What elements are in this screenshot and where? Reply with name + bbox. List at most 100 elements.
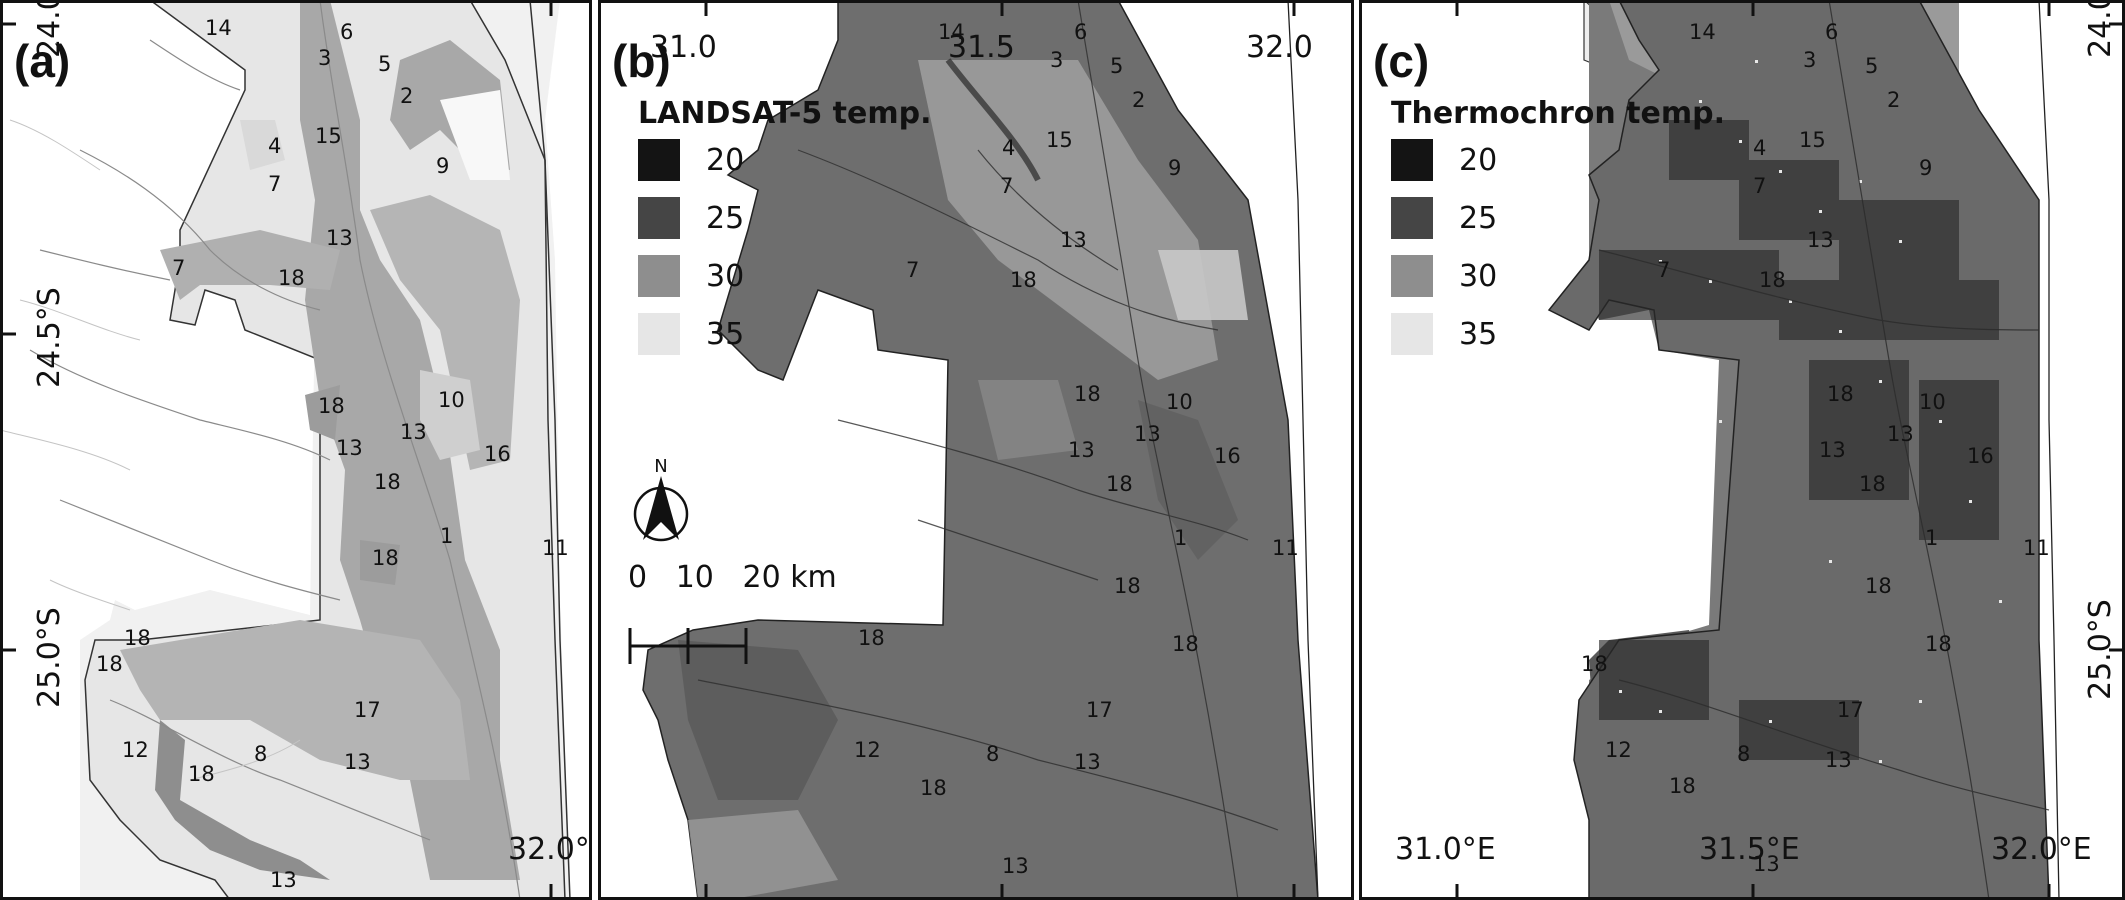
zone-label: 5	[378, 52, 392, 76]
zone-label: 16	[1214, 444, 1241, 468]
zone-label: 18	[96, 652, 123, 676]
zone-label: 18	[1925, 632, 1952, 656]
panel-c: 14 3 6 5 2 4 15 7 9 13 7 18 18 10 13 13 …	[1359, 0, 2125, 900]
zone-label: 9	[436, 154, 450, 178]
legend-value: 35	[1459, 316, 1498, 352]
zone-label: 18	[1865, 574, 1892, 598]
zone-label: 18	[1172, 632, 1199, 656]
legend-value: 35	[706, 316, 745, 352]
legend-title: Thermochron temp.	[1391, 96, 1725, 131]
zone-label: 5	[1110, 54, 1124, 78]
zone-label: 18	[858, 626, 885, 650]
zone-label: 17	[1837, 698, 1864, 722]
zone-label: 18	[318, 394, 345, 418]
zone-label: 13	[1807, 228, 1834, 252]
north-arrow-icon: N	[633, 456, 689, 542]
zone-label: 17	[354, 698, 381, 722]
zone-label: 4	[1753, 136, 1767, 160]
zone-label: 11	[542, 536, 569, 560]
zone-label: 15	[1799, 128, 1826, 152]
zone-label: 13	[326, 226, 353, 250]
zone-label: 7	[1753, 174, 1767, 198]
zone-label: 13	[344, 750, 371, 774]
zone-label: 4	[268, 134, 282, 158]
zone-label: 4	[1002, 136, 1016, 160]
zone-label: 3	[318, 46, 332, 70]
legend-swatch	[638, 197, 680, 239]
panel-label: (b)	[612, 35, 671, 87]
zone-label: 16	[484, 442, 511, 466]
legend-swatch	[1391, 255, 1433, 297]
zone-label: 3	[1803, 48, 1817, 72]
zone-label: 3	[1050, 48, 1064, 72]
zone-label: 18	[1827, 382, 1854, 406]
zone-label: 7	[172, 256, 186, 280]
legend-swatch	[638, 139, 680, 181]
zone-label: 10	[438, 388, 465, 412]
zone-label: 18	[1010, 268, 1037, 292]
zone-label: 17	[1086, 698, 1113, 722]
zone-label: 8	[986, 742, 1000, 766]
zone-label: 1	[440, 524, 454, 548]
zone-label: 18	[1074, 382, 1101, 406]
legend-value: 20	[706, 142, 745, 178]
zone-label: 18	[1669, 774, 1696, 798]
legend-value: 30	[1459, 258, 1498, 294]
zone-label: 14	[1689, 20, 1716, 44]
legend-item: 30	[638, 247, 931, 305]
longitude-label: 31.0	[650, 30, 717, 65]
zone-label: 13	[1819, 438, 1846, 462]
temperature-legend: LANDSAT-5 temp. 20 25 30 35	[638, 96, 931, 363]
landsat-temperature-map	[598, 0, 1354, 900]
zone-label: 8	[1737, 742, 1751, 766]
legend-swatch	[1391, 197, 1433, 239]
zone-label: 13	[1068, 438, 1095, 462]
legend-item: 35	[1391, 305, 1725, 363]
zone-label: 6	[1074, 20, 1088, 44]
panel-b: 14 3 6 5 2 4 15 7 9 13 7 18 18 10 13 13 …	[598, 0, 1354, 900]
zone-label: 18	[278, 266, 305, 290]
zone-label: 10	[1919, 390, 1946, 414]
zone-label: 15	[1046, 128, 1073, 152]
zone-label: 16	[1967, 444, 1994, 468]
zone-label: 13	[1074, 750, 1101, 774]
zone-label: 14	[938, 20, 965, 44]
zone-label: 9	[1168, 156, 1182, 180]
zone-label: 13	[1134, 422, 1161, 446]
legend-value: 30	[706, 258, 745, 294]
zone-label: 1	[1174, 526, 1188, 550]
zone-label: 2	[1132, 88, 1146, 112]
zone-label: 18	[1114, 574, 1141, 598]
temperature-legend: Thermochron temp. 20 25 30 35	[1391, 96, 1725, 363]
panel-a: 14 3 6 5 2 4 15 7 9 13 7 18 18 10 13 13 …	[0, 0, 592, 900]
zone-label: 12	[854, 738, 881, 762]
zone-label: 11	[2023, 536, 2050, 560]
zone-label: 12	[1605, 738, 1632, 762]
legend-value: 25	[1459, 200, 1498, 236]
zone-label: 9	[1919, 156, 1933, 180]
zone-label: 18	[188, 762, 215, 786]
zone-label: 7	[1657, 258, 1671, 282]
legend-item: 35	[638, 305, 931, 363]
legend-item: 20	[1391, 131, 1725, 189]
zone-label: 7	[906, 258, 920, 282]
zone-label: 7	[1000, 174, 1014, 198]
zone-label: 2	[400, 84, 414, 108]
legend-swatch	[638, 255, 680, 297]
panel-label: (c)	[1373, 35, 1430, 87]
zone-label: 10	[1166, 390, 1193, 414]
zone-label: 18	[1106, 472, 1133, 496]
zone-label: 5	[1865, 54, 1879, 78]
longitude-label: 31.5	[948, 30, 1015, 65]
zone-label: 6	[1825, 20, 1839, 44]
zone-label: 13	[1825, 748, 1852, 772]
zone-label: 18	[1759, 268, 1786, 292]
zone-label: 18	[1859, 472, 1886, 496]
zone-label: 13	[1753, 852, 1780, 876]
zone-label: 12	[122, 738, 149, 762]
legend-title: LANDSAT-5 temp.	[638, 96, 932, 131]
legend-value: 20	[1459, 142, 1498, 178]
zone-label: 13	[1887, 422, 1914, 446]
zone-label: 6	[340, 20, 354, 44]
zone-label: 11	[1272, 536, 1299, 560]
